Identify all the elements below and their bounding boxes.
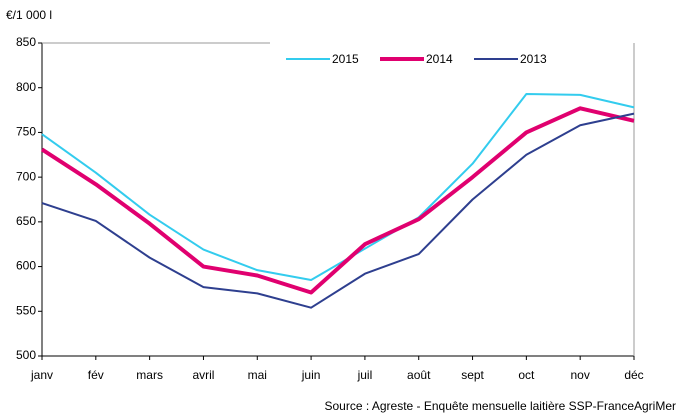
y-tick-label: 800 — [16, 80, 36, 94]
x-tick-label: déc — [624, 368, 643, 382]
x-tick-label: août — [407, 368, 431, 382]
y-tick-label: 600 — [16, 259, 36, 273]
y-tick-label: 700 — [16, 169, 36, 183]
legend-label: 2015 — [332, 52, 359, 66]
x-tick-label: fév — [88, 368, 104, 382]
legend-label: 2014 — [426, 52, 453, 66]
x-tick-label: mars — [136, 368, 163, 382]
x-tick-label: janv — [30, 368, 53, 382]
x-tick-label: avril — [192, 368, 214, 382]
x-tick-label: mai — [248, 368, 267, 382]
y-tick-label: 850 — [16, 35, 36, 49]
series-line — [40, 106, 635, 295]
x-tick-label: oct — [518, 368, 535, 382]
x-tick-label: juil — [357, 368, 373, 382]
y-tick-label: 500 — [16, 348, 36, 362]
series-line — [41, 92, 635, 281]
y-tick-label: 750 — [16, 125, 36, 139]
y-axis-label: €/1 000 l — [6, 8, 52, 22]
x-tick-label: sept — [461, 368, 484, 382]
y-tick-label: 550 — [16, 303, 36, 317]
x-tick-label: nov — [571, 368, 590, 382]
source: Source : Agreste - Enquête mensuelle lai… — [325, 399, 677, 413]
series-line — [41, 112, 635, 309]
legend-label: 2013 — [520, 52, 547, 66]
x-tick-label: juin — [301, 368, 321, 382]
y-tick-label: 650 — [16, 214, 36, 228]
